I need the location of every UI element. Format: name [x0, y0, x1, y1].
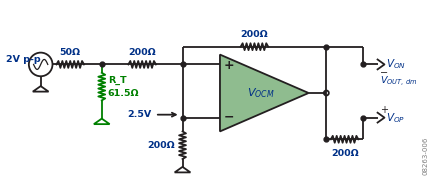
Text: R_T: R_T	[108, 76, 126, 85]
Text: 50Ω: 50Ω	[59, 48, 81, 57]
Text: 2.5V: 2.5V	[128, 110, 151, 119]
Text: +: +	[379, 105, 387, 115]
Text: 08263-006: 08263-006	[422, 136, 428, 175]
Text: 61.5Ω: 61.5Ω	[108, 89, 139, 98]
Text: 200Ω: 200Ω	[330, 149, 358, 158]
Text: 200Ω: 200Ω	[128, 48, 156, 57]
Text: 200Ω: 200Ω	[240, 30, 268, 39]
Text: 200Ω: 200Ω	[147, 141, 174, 150]
Polygon shape	[220, 54, 308, 132]
Text: $V_{OCM}$: $V_{OCM}$	[246, 86, 273, 100]
Text: 2V p-p: 2V p-p	[6, 55, 41, 64]
Text: $V_{OP}$: $V_{OP}$	[385, 111, 404, 124]
Text: −: −	[379, 68, 387, 78]
Text: −: −	[223, 110, 233, 123]
Text: $V_{ON}$: $V_{ON}$	[385, 57, 405, 71]
Text: +: +	[223, 59, 233, 72]
Text: $V_{OUT,\,dm}$: $V_{OUT,\,dm}$	[379, 74, 416, 88]
